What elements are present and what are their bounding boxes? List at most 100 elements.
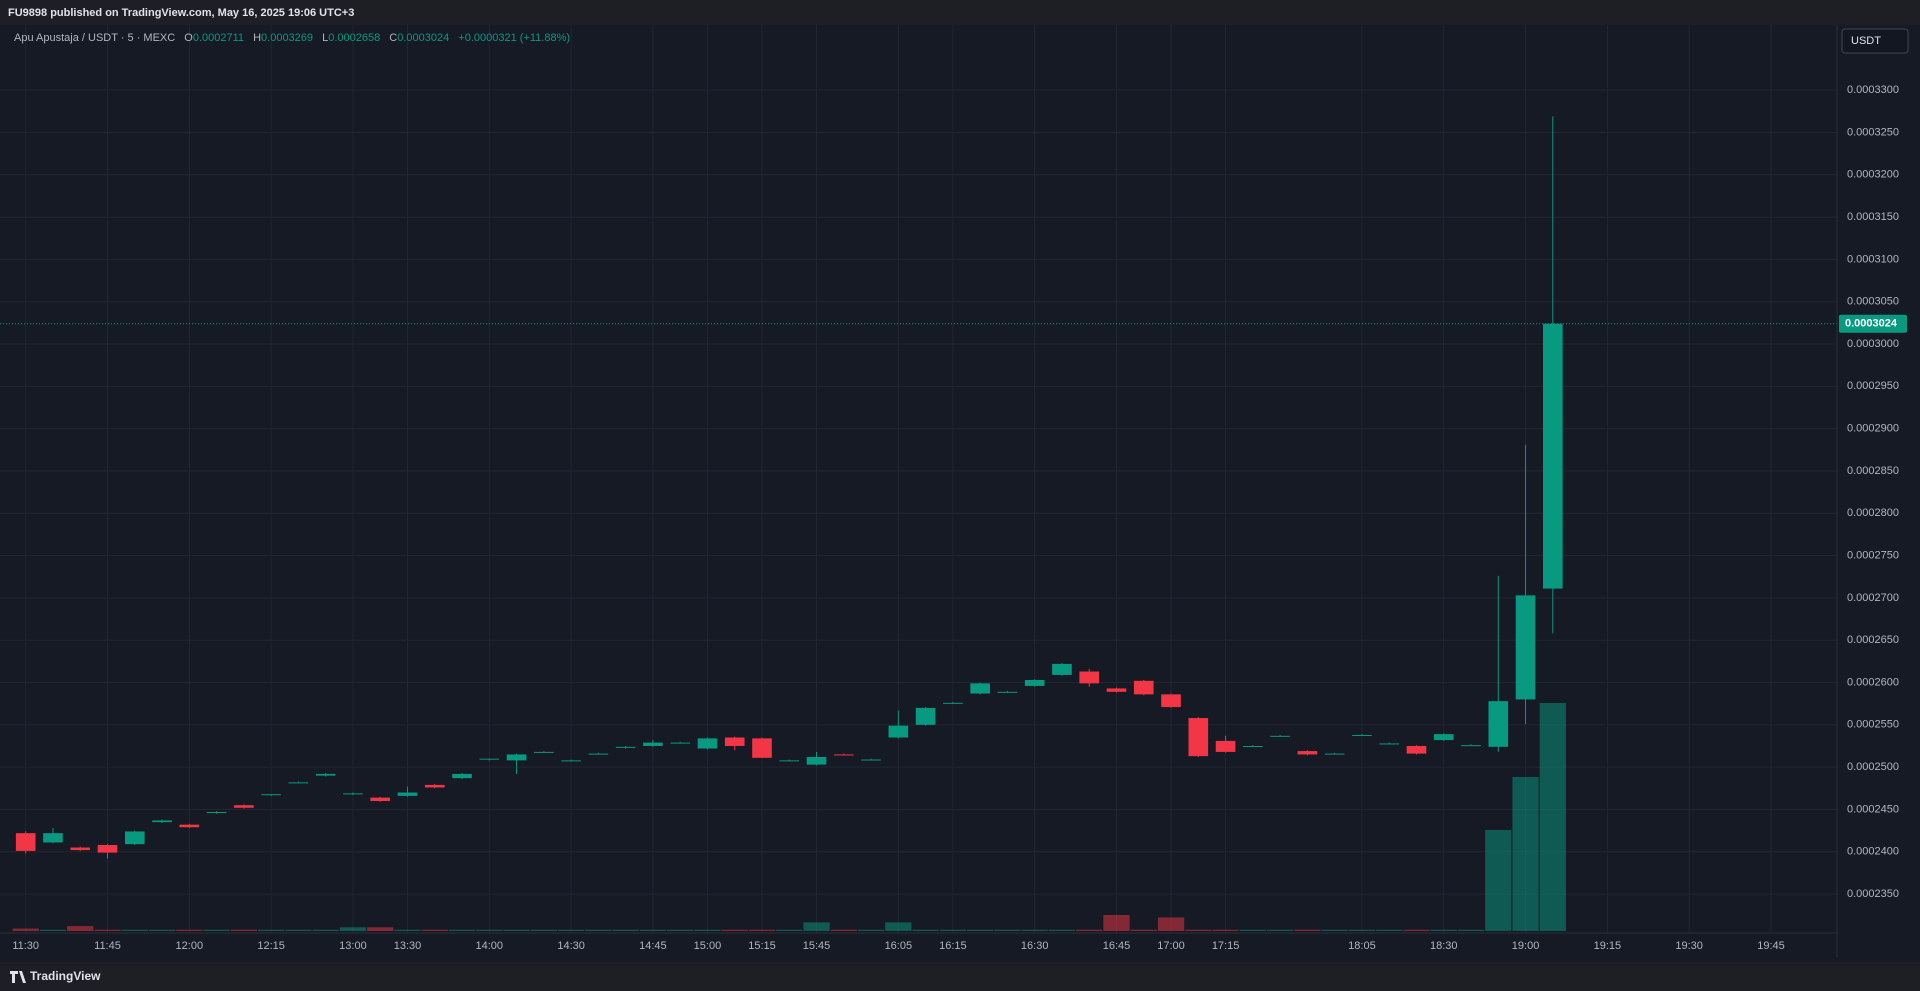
y-tick-label: 0.0003300 — [1847, 84, 1899, 96]
x-tick-label: 14:00 — [476, 940, 504, 952]
volume-bar — [94, 929, 121, 931]
volume-bar — [530, 929, 557, 931]
candle-body — [1270, 735, 1290, 737]
legend-value: 0.0002711 — [193, 32, 244, 44]
candle-body — [261, 794, 281, 796]
volume-bar — [1348, 929, 1376, 931]
candle-body — [1133, 680, 1154, 695]
x-tick-label: 17:15 — [1212, 940, 1240, 952]
candle-body — [1515, 595, 1536, 700]
last-price-label: 0.0003024 — [1845, 318, 1898, 330]
candle-body — [1161, 694, 1181, 708]
y-tick-label: 0.0002350 — [1847, 888, 1899, 900]
volume-bar — [1485, 829, 1512, 931]
candle-body — [970, 683, 990, 694]
header-bar — [0, 0, 1920, 25]
currency-button-box[interactable] — [1841, 28, 1909, 54]
volume-bar — [694, 929, 721, 931]
axis-layer: 0.0002350 0.0002400 0.0002450 0.0002500 0.00… — [0, 25, 1907, 957]
candle-body — [888, 725, 909, 738]
volume-bar — [1430, 929, 1457, 931]
candle-body — [1024, 679, 1045, 686]
volume-bar — [830, 929, 857, 931]
y-tick-label: 0.0002600 — [1847, 676, 1899, 688]
volume-bar — [639, 929, 667, 931]
volume-layer — [12, 703, 1566, 931]
x-tick-label: 18:30 — [1430, 940, 1458, 952]
x-tick-label: 16:15 — [939, 940, 967, 952]
volume-bar — [748, 929, 776, 931]
y-tick-label: 0.0002550 — [1847, 719, 1899, 731]
volume-bar — [1266, 929, 1294, 931]
volume-bar — [967, 929, 994, 931]
candle-body — [1052, 663, 1072, 675]
candle-body — [915, 707, 936, 725]
volume-bar — [394, 929, 421, 931]
volume-bar — [994, 929, 1021, 931]
y-tick-label: 0.0002750 — [1847, 549, 1899, 561]
volume-bar — [1512, 776, 1539, 931]
legend-value: 0.0003269 — [261, 32, 313, 44]
volume-bar — [1185, 929, 1212, 931]
candle-body — [643, 742, 663, 746]
candle-body — [1352, 734, 1372, 736]
candle-body — [670, 742, 690, 744]
candle-body — [452, 773, 472, 779]
y-tick-label: 0.0002950 — [1847, 380, 1899, 392]
volume-bar — [421, 929, 448, 931]
footer-logo: TradingView — [30, 969, 101, 983]
volume-bar — [367, 927, 394, 931]
candle-layer — [0, 116, 1837, 859]
candle-body — [1324, 753, 1345, 755]
y-tick-label: 0.0003000 — [1847, 338, 1899, 350]
footer-bar — [0, 962, 1920, 991]
legend-label: L — [322, 32, 328, 44]
candle-body — [343, 793, 363, 795]
candle-body — [1543, 323, 1563, 589]
candle-body — [833, 754, 854, 756]
candle-body — [1461, 745, 1481, 747]
candle-body — [479, 758, 500, 760]
candle-body — [779, 760, 800, 762]
legend-value: 0.0003024 — [397, 32, 449, 44]
x-tick-label: 15:15 — [748, 940, 776, 952]
candle-body — [1188, 718, 1209, 757]
candle-body — [806, 756, 827, 765]
y-tick-label: 0.0003150 — [1847, 211, 1899, 223]
volume-bar — [885, 922, 912, 931]
y-tick-label: 0.0003200 — [1847, 169, 1899, 181]
x-tick-label: 19:45 — [1757, 940, 1785, 952]
candle-body — [179, 824, 200, 828]
volume-bar — [1021, 929, 1048, 931]
candle-body — [943, 702, 963, 704]
currency-button[interactable]: USDT — [1841, 28, 1909, 54]
legend-change: +0.0000321 (+11.88%) — [458, 32, 570, 44]
x-tick-label: 13:00 — [339, 940, 367, 952]
volume-bar — [39, 929, 67, 931]
volume-bar — [939, 929, 967, 931]
candle-body — [861, 759, 881, 761]
candle-body — [370, 797, 391, 801]
y-tick-label: 0.0002850 — [1847, 465, 1899, 477]
volume-bar — [176, 929, 203, 931]
currency-button-label[interactable]: USDT — [1851, 35, 1881, 47]
x-tick-label: 18:05 — [1348, 940, 1376, 952]
x-tick-label: 16:45 — [1103, 940, 1131, 952]
volume-bar — [857, 929, 885, 931]
candle-body — [1488, 701, 1509, 747]
volume-bar — [667, 929, 694, 931]
candle-body — [1215, 740, 1236, 752]
volume-bar — [1076, 929, 1103, 931]
candle-body — [70, 847, 91, 851]
x-tick-label: 13:30 — [394, 940, 422, 952]
volume-bar — [1457, 929, 1485, 931]
candle-body — [1106, 688, 1127, 692]
x-tick-label: 15:45 — [803, 940, 831, 952]
volume-bar — [912, 929, 939, 931]
volume-bar — [1376, 929, 1403, 931]
candle-body — [1406, 745, 1427, 754]
candle-body — [1297, 751, 1318, 755]
